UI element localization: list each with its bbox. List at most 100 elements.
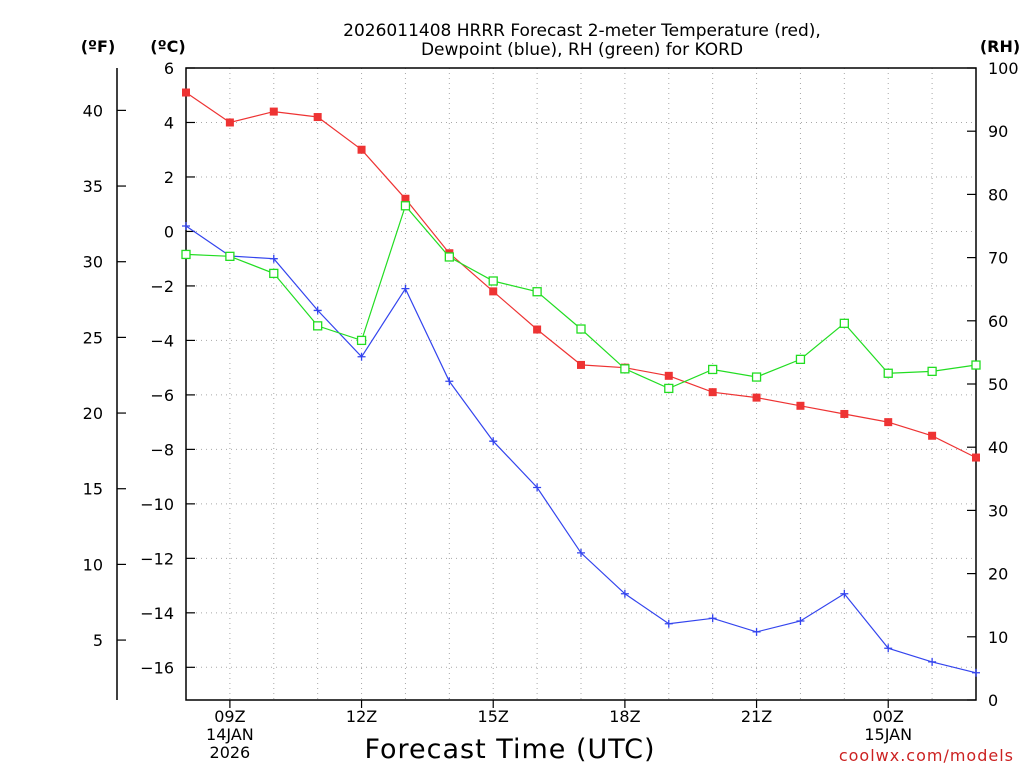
rh-point [708,364,718,375]
celsius-tick-label: 4 [164,113,174,132]
rh-tick-label: 100 [988,59,1019,78]
dewpoint-point [577,548,585,557]
rh-axis-unit: (RH) [980,37,1020,56]
dewpoint-point [445,377,454,386]
chart-title-line-1: 2026011408 HRRR Forecast 2-meter Tempera… [343,21,821,41]
celsius-tick-label: −2 [150,277,174,296]
celsius-tick-label: −10 [140,495,174,514]
rh-point [444,252,454,262]
rh-point [356,335,367,346]
2-meter-temperature-point [708,388,717,397]
dewpoint-point [796,617,805,625]
x-tick-label: 14JAN [206,725,254,744]
rh-tick-label: 0 [988,691,998,710]
rh-point [400,201,411,211]
rh-point [620,364,630,374]
rh-point [927,366,937,377]
fahrenheit-tick-label: 25 [83,328,103,347]
2-meter-temperature-point [752,393,761,402]
rh-point [883,368,893,378]
rh-point [225,251,235,261]
celsius-tick-label: 6 [164,59,174,78]
x-tick-label: 2026 [210,743,251,762]
celsius-tick-label: −14 [140,604,174,623]
chart-title-line-2: Dewpoint (blue), RH (green) for KORD [421,40,743,60]
rh-point [269,268,279,279]
2-meter-temperature-point [928,431,937,440]
rh-tick-label: 90 [988,122,1008,141]
fahrenheit-tick-label: 10 [83,555,103,574]
x-tick-label: 00Z [873,707,904,726]
rh-point [664,383,674,394]
fahrenheit-tick-label: 5 [93,631,103,650]
celsius-tick-label: −8 [150,440,174,459]
dewpoint-point [533,483,542,492]
2-meter-temperature-point [313,113,322,122]
2-meter-temperature-point [401,194,410,203]
rh-point [532,287,542,297]
fahrenheit-tick-label: 40 [83,101,103,120]
celsius-tick-label: −4 [150,331,174,350]
celsius-tick-label: 2 [164,168,174,187]
rh-tick-label: 30 [988,501,1008,520]
fahrenheit-tick-label: 35 [83,177,103,196]
2-meter-temperature-point [533,325,542,334]
x-tick-label: 18Z [609,707,640,726]
rh-point [576,324,586,334]
dewpoint-point [620,589,629,598]
series-group [181,88,981,677]
dewpoint-point [313,306,322,315]
dewpoint-point [664,619,673,628]
fahrenheit-axis-unit: (ºF) [81,37,116,56]
x-tick-label: 21Z [741,707,772,726]
dewpoint-point [928,657,937,666]
x-tick-label: 12Z [346,707,377,726]
rh-tick-label: 20 [988,565,1008,584]
dewpoint-point [357,352,366,361]
2-meter-temperature-point [357,145,366,154]
dewpoint-point [752,627,761,636]
rh-point [839,318,849,328]
dewpoint-point [401,284,410,293]
2-meter-temperature-point [840,409,849,418]
x-tick-label: 15JAN [864,725,912,744]
watermark: coolwx.com/models [839,746,1014,765]
rh-point [488,276,498,286]
dewpoint-point [884,644,893,653]
fahrenheit-tick-label: 20 [83,404,103,423]
dewpoint-point [972,668,980,677]
rh-tick-label: 40 [988,438,1008,457]
rh-tick-label: 70 [988,249,1008,268]
grid-lines [186,68,976,700]
2-meter-temperature-point [182,88,190,97]
celsius-tick-label: −6 [150,386,174,405]
rh-point [313,321,323,331]
dewpoint-point [182,222,190,230]
celsius-tick-label: 0 [164,222,174,241]
rh-tick-label: 60 [988,312,1008,331]
2-meter-temperature-point [225,118,234,127]
rh-point [795,354,806,365]
2-meter-temperature-point [269,107,278,116]
2-meter-temperature-point [664,371,673,380]
2-meter-temperature-point [796,401,805,410]
dewpoint-point [269,254,278,263]
2-meter-temperature-point [489,287,498,296]
2-meter-temperature-point [972,453,980,462]
rh-point [971,360,981,370]
rh-point [181,249,191,260]
dewpoint-point [708,614,717,623]
celsius-tick-label: −16 [140,658,174,677]
dewpoint-point [840,589,849,598]
rh-point [751,372,762,382]
2-meter-temperature-point [884,418,893,427]
x-tick-label: 09Z [214,707,245,726]
rh-tick-label: 80 [988,185,1008,204]
x-axis-label: Forecast Time (UTC) [364,734,655,765]
x-tick-label: 15Z [478,707,509,726]
fahrenheit-tick-label: 30 [83,253,103,272]
dewpoint-point [489,437,498,446]
celsius-axis-unit: (ºC) [150,37,185,56]
